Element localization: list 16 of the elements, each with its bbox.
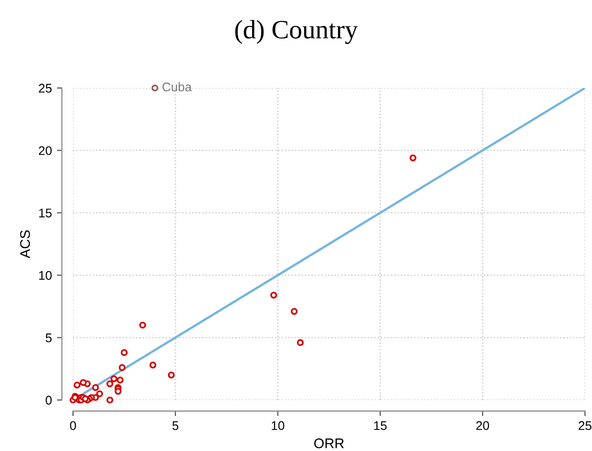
y-tick-label: 15 [39, 208, 52, 218]
x-tick-label: 0 [70, 421, 76, 430]
y-tick-label: 25 [38, 84, 52, 93]
annotation: Cuba [162, 82, 192, 92]
x-tick-label: 10 [272, 421, 284, 430]
y-tick-label: 0 [46, 396, 52, 405]
x-tick-label: 20 [476, 421, 490, 430]
x-tick-label: 25 [578, 421, 592, 430]
y-axis-title: ACS [20, 230, 30, 258]
x-tick-label: 15 [374, 421, 387, 430]
x-axis-title: ORR [314, 438, 344, 448]
x-tick-label: 5 [172, 421, 178, 430]
y-tick-label: 10 [39, 271, 52, 280]
chart-title: (d) Country [235, 20, 358, 44]
y-tick-label: 20 [38, 146, 52, 156]
y-tick-label: 5 [46, 334, 52, 342]
